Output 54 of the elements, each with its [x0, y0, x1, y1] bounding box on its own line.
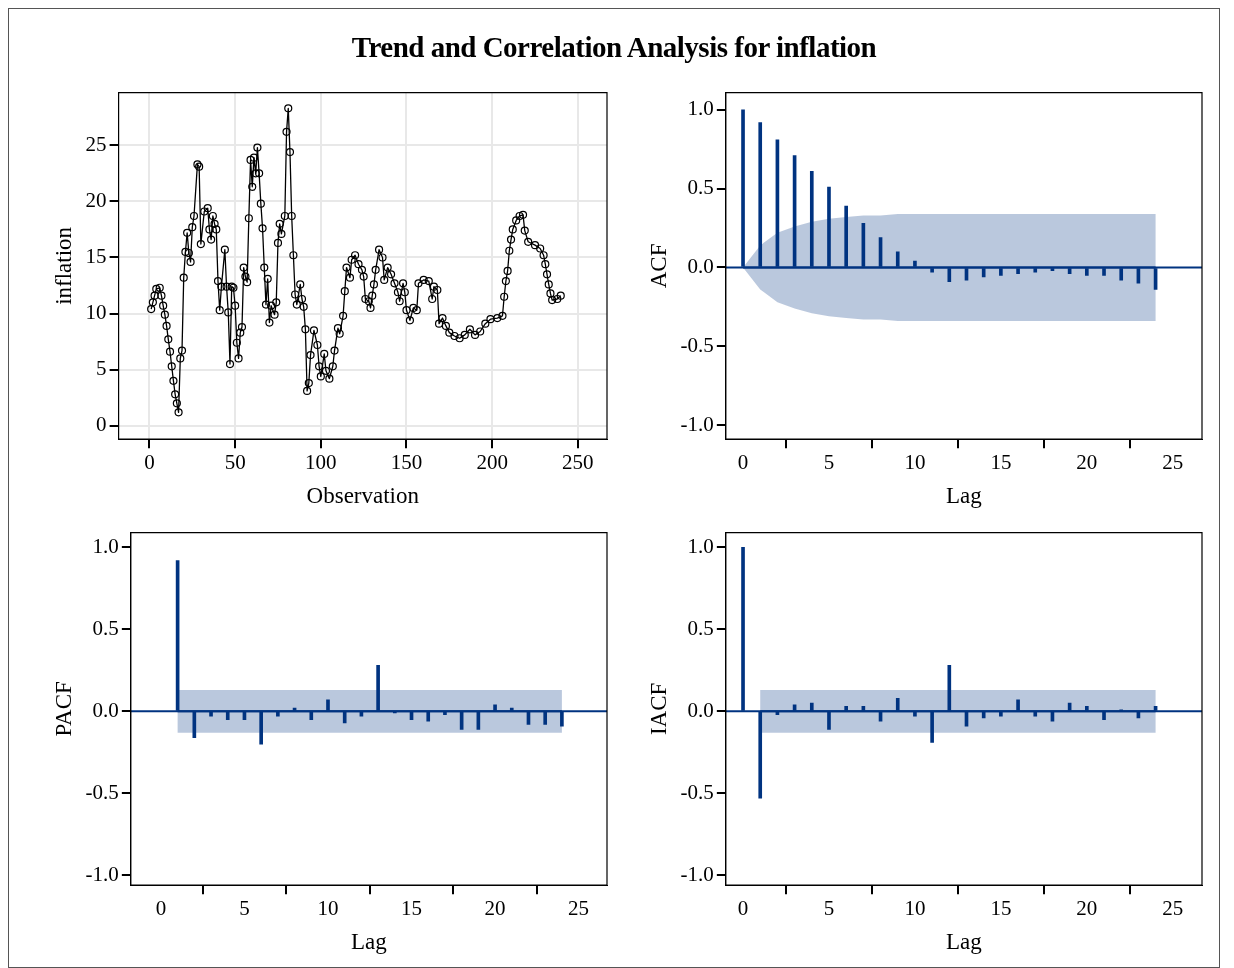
x-tick-label: 250: [562, 450, 594, 475]
x-axis-title: Lag: [351, 929, 388, 955]
x-tick-label: 200: [476, 450, 508, 475]
x-tick-label: 5: [823, 896, 835, 921]
y-tick-label: -1.0: [680, 861, 714, 886]
x-tick-label: 25: [1162, 450, 1184, 475]
y-tick-label: -0.5: [680, 332, 714, 357]
x-tick-label: 10: [317, 896, 339, 921]
x-tick-label: 100: [305, 450, 337, 475]
y-tick-label: 1.0: [687, 96, 714, 121]
y-tick-label: 0.5: [92, 615, 119, 640]
y-tick-label: -1.0: [85, 861, 119, 886]
x-tick-label: 5: [823, 450, 835, 475]
y-axis-title: ACF: [645, 243, 671, 289]
x-tick-label: 5: [239, 896, 250, 921]
y-tick-label: 0.0: [92, 697, 119, 722]
x-tick-label: 0: [144, 450, 155, 475]
x-tick-label: 20: [484, 896, 506, 921]
x-tick-label: 0: [737, 896, 749, 921]
x-tick-label: 15: [990, 896, 1012, 921]
x-tick-label: 10: [904, 450, 926, 475]
x-tick-label: 20: [1076, 450, 1098, 475]
y-axis-title: inflation: [50, 226, 76, 305]
x-axis-title: Observation: [306, 483, 420, 509]
x-tick-label: 10: [904, 896, 926, 921]
x-axis-title: Lag: [946, 483, 983, 509]
x-tick-label: 15: [401, 896, 423, 921]
x-tick-label: 0: [155, 896, 167, 921]
x-tick-label: 15: [990, 450, 1012, 475]
y-tick-label: 1.0: [687, 533, 714, 558]
y-axis-title: IACF: [645, 682, 671, 736]
y-tick-label: 0.0: [687, 253, 714, 278]
x-tick-label: 150: [390, 450, 423, 475]
x-tick-label: 20: [1076, 896, 1098, 921]
y-tick-label: 1.0: [92, 533, 119, 558]
y-tick-label: 15: [85, 244, 107, 268]
y-tick-label: 0.5: [687, 615, 714, 640]
y-tick-label: 0.0: [687, 697, 714, 722]
y-tick-label: 25: [85, 131, 107, 156]
y-axis-title: PACF: [50, 681, 76, 737]
y-tick-label: 20: [85, 187, 107, 212]
y-tick-label: -0.5: [85, 779, 119, 804]
x-tick-label: 25: [568, 896, 590, 921]
y-tick-label: 0: [96, 412, 107, 437]
x-tick-label: 0: [737, 450, 749, 475]
y-tick-label: 0.5: [687, 175, 714, 200]
y-tick-label: -1.0: [680, 411, 714, 436]
x-axis-title: Lag: [946, 929, 983, 955]
y-tick-label: 5: [96, 356, 107, 381]
y-tick-label: -0.5: [680, 779, 714, 804]
y-tick-label: 10: [85, 300, 107, 325]
chart-title: Trend and Correlation Analysis for inflation: [350, 31, 878, 64]
x-tick-label: 25: [1162, 896, 1184, 921]
x-tick-label: 50: [224, 450, 246, 475]
